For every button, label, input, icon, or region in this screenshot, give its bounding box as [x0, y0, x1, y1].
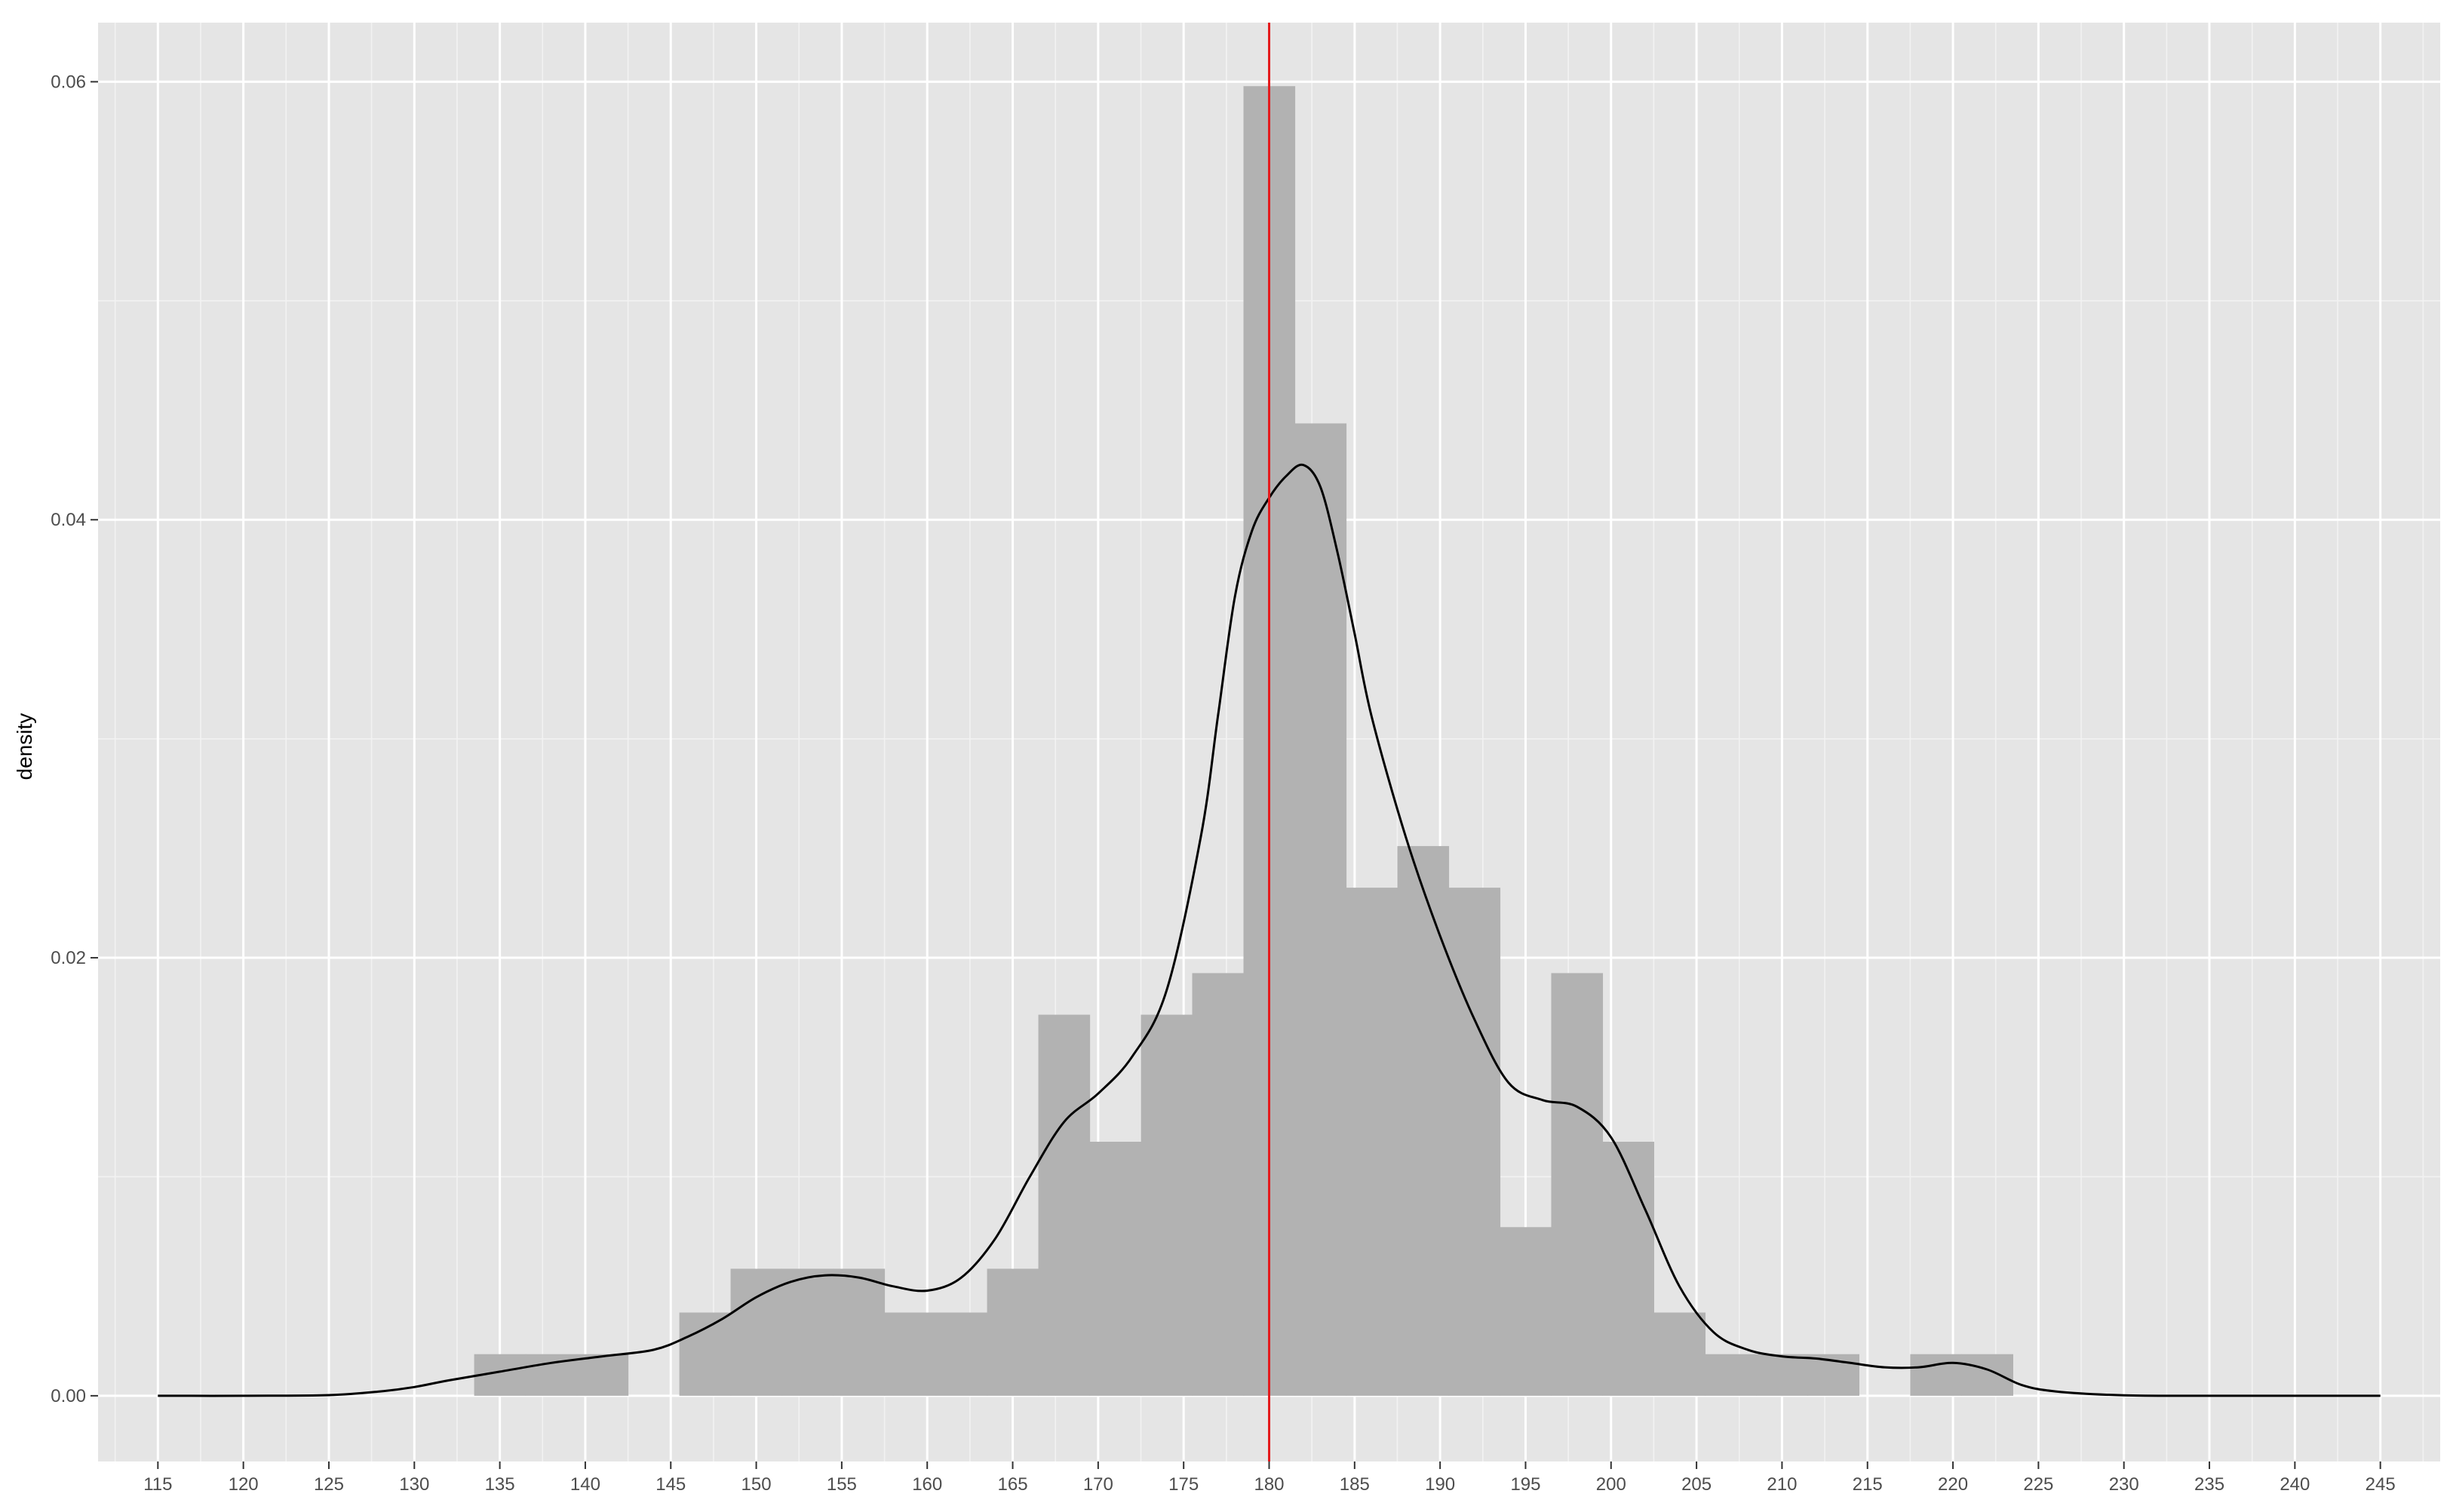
- x-tick-label: 235: [2194, 1474, 2224, 1495]
- histogram-bar: [1500, 1227, 1552, 1396]
- x-tick-label: 140: [570, 1474, 600, 1495]
- histogram-bar: [1756, 1354, 1809, 1396]
- x-tick-label: 175: [1168, 1474, 1199, 1495]
- x-tick-label: 185: [1340, 1474, 1370, 1495]
- histogram-bar: [1192, 973, 1245, 1396]
- y-axis: 0.00 0.02 0.04 0.06: [51, 72, 98, 1406]
- x-tick-label: 220: [1938, 1474, 1968, 1495]
- x-tick-label: 205: [1681, 1474, 1712, 1495]
- histogram-bar: [884, 1312, 937, 1396]
- histogram-bar: [987, 1268, 1039, 1396]
- y-tick-label: 0.04: [51, 510, 86, 530]
- y-tick-label: 0.06: [51, 72, 86, 92]
- histogram-bar: [781, 1268, 834, 1396]
- histogram-bar: [1705, 1354, 1758, 1396]
- x-tick-label: 165: [998, 1474, 1028, 1495]
- x-tick-label: 125: [314, 1474, 344, 1495]
- x-tick-label: 120: [229, 1474, 259, 1495]
- histogram-bar: [1910, 1354, 1963, 1396]
- histogram-bar: [1961, 1354, 2013, 1396]
- density-curve: [158, 463, 2381, 1397]
- histogram-bar: [1551, 973, 1604, 1396]
- x-tick-label: 195: [1510, 1474, 1540, 1495]
- x-tick-label: 240: [2280, 1474, 2310, 1495]
- histogram-bar: [935, 1312, 988, 1396]
- x-tick-label: 115: [143, 1474, 172, 1495]
- histogram-bar: [1089, 1142, 1142, 1396]
- x-tick-label: 135: [485, 1474, 515, 1495]
- histogram-bar: [1602, 1142, 1655, 1396]
- x-tick-label: 190: [1425, 1474, 1455, 1495]
- x-tick-label: 150: [741, 1474, 772, 1495]
- x-tick-label: 230: [2109, 1474, 2139, 1495]
- histogram-bar: [1141, 1014, 1193, 1396]
- histogram-bar: [1294, 423, 1347, 1396]
- y-axis-title: density: [13, 713, 36, 781]
- x-tick-label: 155: [827, 1474, 857, 1495]
- y-tick-label: 0.02: [51, 948, 86, 968]
- y-tick-label: 0.00: [51, 1386, 86, 1406]
- histogram-bar: [1346, 888, 1398, 1396]
- x-tick-label: 200: [1596, 1474, 1626, 1495]
- x-axis: 115 120 125 130 135 140 145 150 155 160 165 170 175 1…: [143, 1461, 2396, 1495]
- histogram-bar: [576, 1354, 629, 1396]
- x-tick-label: 245: [2366, 1474, 2396, 1495]
- x-tick-label: 225: [2023, 1474, 2053, 1495]
- histogram-bar: [1397, 845, 1450, 1396]
- histogram-bar: [1448, 888, 1501, 1396]
- x-tick-label: 130: [399, 1474, 429, 1495]
- x-tick-label: 215: [1853, 1474, 1883, 1495]
- x-tick-label: 160: [912, 1474, 942, 1495]
- x-tick-label: 145: [655, 1474, 686, 1495]
- histogram-bar: [730, 1268, 783, 1396]
- histogram-bar: [1653, 1312, 1706, 1396]
- histogram-bar: [1038, 1014, 1091, 1396]
- x-tick-label: 170: [1083, 1474, 1113, 1495]
- x-tick-label: 180: [1254, 1474, 1284, 1495]
- x-tick-label: 210: [1767, 1474, 1797, 1495]
- density-curve-layer: [158, 463, 2381, 1397]
- histogram-bar: [679, 1312, 732, 1396]
- histogram-bar: [833, 1268, 886, 1396]
